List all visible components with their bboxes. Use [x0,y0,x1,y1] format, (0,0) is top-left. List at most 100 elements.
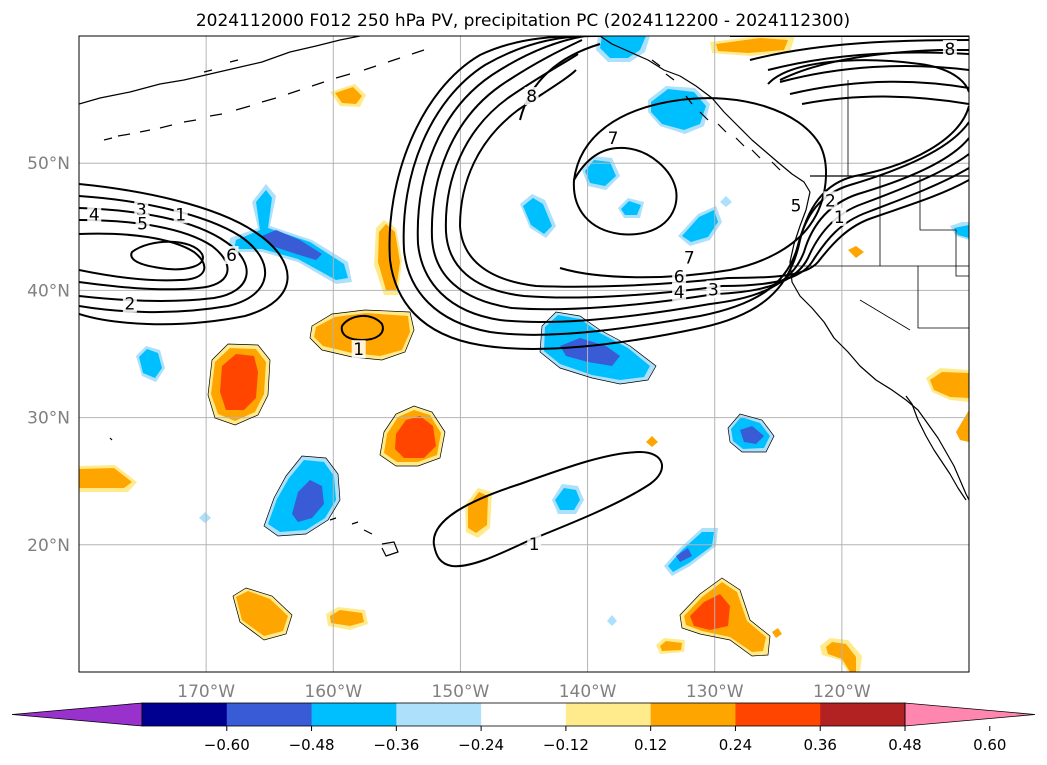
pv-label-bg [606,129,620,148]
latitude-label: 40°N [27,281,70,301]
precip-blob [848,246,864,258]
precip-blob [139,349,162,378]
gridlines [79,36,969,672]
precip-blob [236,591,288,636]
pv-contour-label: 7 [608,129,619,149]
precip-blob [600,36,646,58]
gulf-of-alaska-coast [599,36,811,193]
precip-blob [262,230,322,260]
precip-outline [539,311,657,385]
precip-blob [930,372,969,398]
pv-contour-label: 3 [136,200,147,220]
pv-contour-label: 6 [674,268,685,288]
precip-blob [607,615,617,626]
pv-contour-4-central [430,39,969,311]
colorbar-segment [396,703,482,726]
precip-blob [621,201,641,215]
precip-blob [720,196,732,207]
pv-label-bg [942,39,957,58]
pv-contour-5-central [444,53,969,299]
colorbar-tick-label: 0.48 [888,736,921,754]
pv-contour-label: 1 [529,535,540,555]
pv-contour-label: 2 [124,294,135,314]
us-west-coast [789,191,969,501]
pv-label-bg [134,200,149,219]
map-frame [78,35,970,673]
precip-blob [395,416,436,458]
precip-blob [668,532,714,572]
pv-label-bg [87,205,102,224]
precip-blob [560,338,620,366]
pv-label-bg [527,534,542,553]
baja-coast [905,395,967,501]
pv-label-bg [672,282,687,301]
precip-outline [207,343,271,426]
pv-contour-2-west [79,195,267,314]
pv-label-bg [789,196,804,215]
pv-contour-1-isolated-north [340,315,384,342]
pv-label-bg [682,248,697,267]
precip-outline [232,587,293,641]
aleutian-islands [103,49,425,141]
pv-contour-6-central [459,69,969,288]
pv-contour-1-west [79,183,289,326]
longitude-label: 170°W [177,682,235,702]
precip-blob [314,313,410,356]
colorbar-segment [481,703,567,726]
pv-contour-1-central [388,36,969,350]
precip-blob [292,480,324,522]
precip-blob [826,642,856,672]
latitude-label: 20°N [27,536,70,556]
pv-contour-label: 2 [825,191,836,211]
precip-blob [523,198,552,234]
colorbar-tick-label: −0.36 [373,736,419,754]
pv-label-bg [823,191,838,210]
pv-contour-label: 8 [526,87,537,107]
colorbar-tick-label: 0.60 [973,736,1006,754]
colorbar-segment [650,703,736,726]
figure-title: 2024112000 F012 250 hPa PV, precipitatio… [196,11,850,31]
precip-outline [679,577,771,657]
pv-label-bg [672,267,687,286]
precip-blob [716,38,788,53]
colorbar-frame [141,702,906,727]
precip-outline [727,413,775,453]
longitude-label: 160°W [304,682,362,702]
small-island [109,437,113,441]
colorbar-tick-label: 0.24 [719,736,752,754]
precip-blob [646,436,658,447]
precip-positive [79,36,969,672]
longitude-label: 150°W [432,682,490,702]
precip-blob [772,628,782,638]
precip-outline [263,455,341,537]
coastlines [79,36,969,557]
pv-contour-label: 6 [226,246,237,266]
precip-blob [330,610,364,626]
precip-blob [79,468,132,488]
longitude-label: 120°W [813,682,871,702]
colorbar-segment [735,703,821,726]
precip-blob [660,641,682,651]
colorbar-segment [820,703,906,726]
colorbar-tick-label: −0.48 [289,736,335,754]
precip-outline [379,405,446,467]
colorbar-tick-label: 0.12 [634,736,667,754]
precip-outline [309,309,415,361]
latitude-labels: 20°N 30°N 40°N 50°N [27,154,70,556]
bc-islands [651,59,781,171]
pv-label-bg [524,87,539,106]
latitude-label: 50°N [27,154,70,174]
pv-contour-8-north [519,43,969,121]
colorbar-tick-label: 0.36 [804,736,837,754]
pv-label-bg [173,205,188,224]
colorbar-tick-label: −0.60 [204,736,250,754]
pv-label-bg [122,294,137,313]
pv-contour-label: 1 [834,208,845,228]
pv-label-bg [351,340,366,359]
pv-contour-label: 4 [89,205,100,225]
colorbar-segment [565,703,652,726]
precip-blob [335,87,362,104]
pv-contour-label: 1 [175,205,186,225]
